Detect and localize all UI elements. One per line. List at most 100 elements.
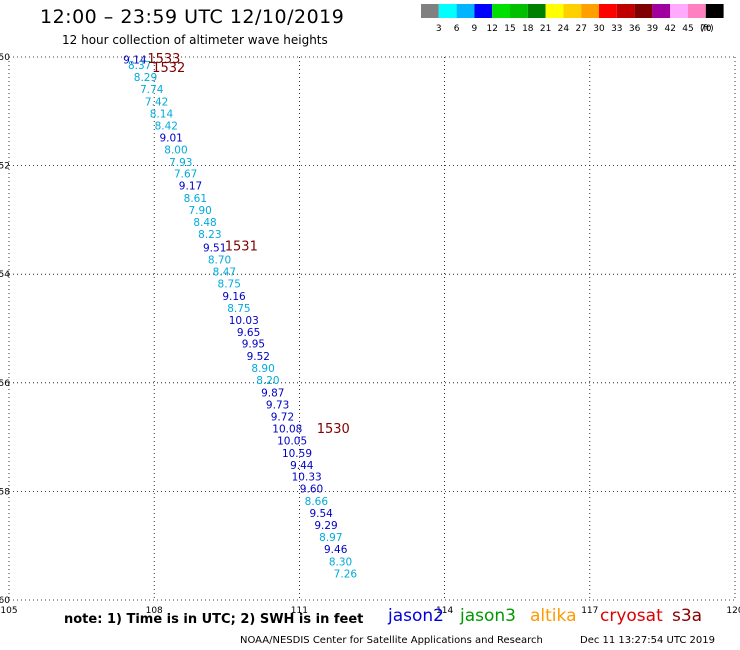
wave-height-value: 9.46: [324, 544, 348, 556]
legend-swatch: [563, 4, 582, 18]
map-grid: [8, 56, 736, 601]
wave-height-value: 8.37: [128, 60, 151, 72]
legend-tick-label: 30: [593, 24, 605, 34]
wave-height-value: 7.42: [145, 97, 168, 109]
x-tick-label: 111: [291, 606, 308, 616]
page-title: 12:00 – 23:59 UTC 12/10/2019: [40, 6, 345, 28]
legend-swatch: [456, 4, 475, 18]
legend-swatch: [421, 4, 439, 18]
wave-height-value: 8.70: [208, 255, 231, 267]
legend-swatch: [616, 4, 635, 18]
wave-height-value: 9.16: [222, 291, 246, 303]
wave-height-value: 9.44: [290, 460, 314, 472]
wave-height-value: 8.20: [256, 375, 279, 387]
legend-swatch: [474, 4, 493, 18]
wave-height-value: 9.95: [242, 339, 265, 351]
wave-height-value: 10.59: [282, 448, 312, 460]
credit-line: NOAA/NESDIS Center for Satellite Applica…: [240, 635, 543, 646]
wave-height-value: 9.54: [309, 508, 333, 520]
legend-tick-label: 18: [522, 24, 534, 34]
wave-height-value: 9.65: [237, 327, 260, 339]
wave-height-points: 9.148.378.297.747.428.148.429.018.007.93…: [123, 55, 357, 581]
wave-height-value: 8.23: [198, 229, 221, 241]
legend-tick-label: 21: [540, 24, 551, 34]
wave-height-value: 9.60: [300, 484, 323, 496]
wave-height-value: 9.01: [159, 132, 182, 144]
satellite-label-s3a: s3a: [672, 606, 703, 626]
wave-height-value: 8.47: [213, 266, 236, 278]
page-subtitle: 12 hour collection of altimeter wave hei…: [62, 33, 328, 47]
legend-swatch: [652, 4, 671, 18]
wave-height-value: 7.67: [174, 169, 197, 181]
legend-tick-label: 27: [575, 24, 586, 34]
wave-height-value: 9.73: [266, 400, 289, 412]
x-tick-label: 108: [146, 606, 163, 616]
legend-swatch: [688, 4, 706, 18]
wave-height-value: 10.33: [292, 472, 322, 484]
satellite-label-jason2: jason2: [388, 606, 444, 626]
legend-swatch: [545, 4, 564, 18]
pass-time-label: 1532: [152, 61, 185, 76]
wave-height-value: 8.14: [150, 108, 174, 120]
wave-height-value: 9.52: [247, 351, 270, 363]
wave-height-value: 7.74: [140, 84, 164, 96]
wave-height-value: 8.66: [305, 496, 329, 508]
wave-height-value: 9.51: [203, 243, 226, 255]
legend-swatch: [510, 4, 528, 18]
legend-swatch: [705, 4, 724, 18]
wave-height-value: 10.08: [272, 423, 302, 435]
legend-swatch: [438, 4, 457, 18]
wave-height-value: 10.05: [277, 435, 307, 447]
y-tick-label: -56: [0, 379, 10, 389]
wave-height-value: 9.29: [314, 520, 337, 532]
wave-height-value: 9.17: [179, 181, 202, 193]
legend-tick-label: 12: [486, 24, 497, 34]
y-tick-label: -50: [0, 53, 10, 63]
wave-height-value: 8.75: [218, 278, 241, 290]
legend-swatch: [527, 4, 546, 18]
x-tick-label: 120: [726, 606, 740, 616]
legend-swatch: [492, 4, 510, 18]
legend-swatch: [599, 4, 617, 18]
y-tick-label: -54: [0, 270, 10, 280]
legend-swatch: [634, 4, 653, 18]
legend-tick-label: 3: [436, 24, 442, 34]
wave-height-value: 9.14: [123, 55, 147, 67]
satellite-label-altika: altika: [530, 606, 577, 626]
legend-tick-label: 6: [454, 24, 460, 34]
x-tick-label: 114: [436, 606, 453, 616]
y-tick-label: -52: [0, 162, 10, 172]
color-legend: 3 6 9 12 15 18 21 24 27 30 33 36 39 42 45 70(ft): [421, 4, 724, 34]
footer-note: note: 1) Time is in UTC; 2) SWH is in fe…: [64, 612, 364, 627]
wave-height-value: 10.03: [229, 315, 259, 327]
pass-time-label: 1531: [225, 239, 258, 254]
satellite-label-cryosat: cryosat: [600, 606, 663, 626]
pass-time-label: 1530: [317, 422, 350, 437]
wave-height-value: 8.75: [227, 303, 250, 315]
y-tick-label: -60: [0, 596, 10, 606]
wave-height-value: 9.87: [261, 388, 284, 400]
pass-time-label: 1533: [147, 52, 180, 67]
legend-tick-label: 39: [647, 24, 659, 34]
satellite-label-jason3: jason3: [460, 606, 516, 626]
legend-tick-label: 70: [700, 24, 712, 34]
legend-tick-label: 24: [558, 24, 570, 34]
legend-swatch: [670, 4, 688, 18]
wave-height-value: 7.90: [188, 205, 211, 217]
map-axes: 105 108 111 114 117 120 -50 -52 -54 -56 -58 -60: [0, 53, 740, 616]
wave-height-value: 7.93: [169, 157, 192, 169]
legend-tick-label: 15: [504, 24, 515, 34]
wave-height-value: 8.90: [251, 363, 274, 375]
legend-tick-label: 45: [682, 24, 693, 34]
legend-swatch: [581, 4, 599, 18]
wave-height-value: 8.00: [164, 144, 187, 156]
wave-height-value: 8.61: [184, 193, 207, 205]
legend-tick-label: 33: [611, 24, 622, 34]
wave-height-value: 9.72: [271, 411, 294, 423]
wave-height-value: 8.42: [155, 120, 178, 132]
legend-tick-label: 42: [664, 24, 675, 34]
wave-height-value: 8.97: [319, 532, 342, 544]
wave-height-value: 8.48: [193, 217, 216, 229]
